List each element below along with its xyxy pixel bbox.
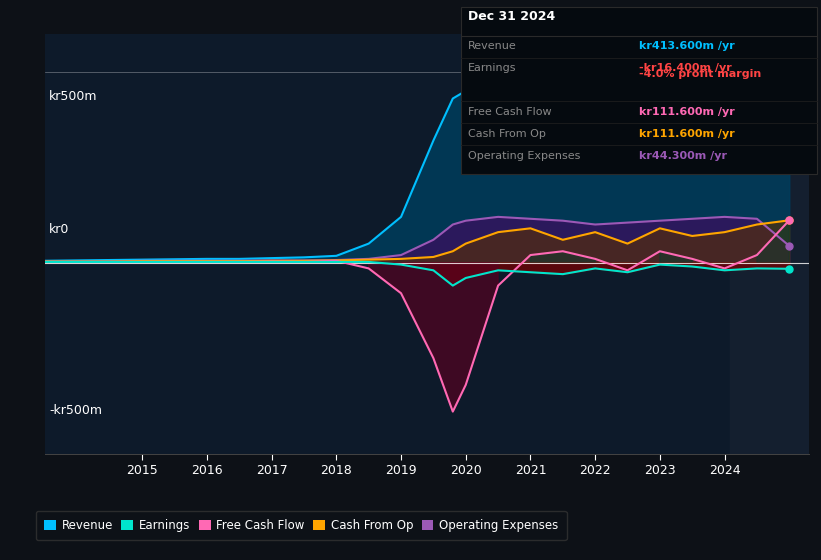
Text: kr413.600m /yr: kr413.600m /yr	[640, 41, 735, 52]
Text: kr500m: kr500m	[49, 90, 98, 103]
Text: Revenue: Revenue	[468, 41, 516, 52]
Text: kr111.600m /yr: kr111.600m /yr	[640, 107, 735, 117]
Text: kr0: kr0	[49, 223, 69, 236]
Text: Earnings: Earnings	[468, 63, 516, 73]
Legend: Revenue, Earnings, Free Cash Flow, Cash From Op, Operating Expenses: Revenue, Earnings, Free Cash Flow, Cash …	[36, 511, 566, 540]
Text: Dec 31 2024: Dec 31 2024	[468, 10, 555, 22]
Text: -kr500m: -kr500m	[49, 404, 102, 417]
Text: -kr16.400m /yr: -kr16.400m /yr	[640, 63, 732, 73]
Text: kr111.600m /yr: kr111.600m /yr	[640, 129, 735, 139]
Text: Free Cash Flow: Free Cash Flow	[468, 107, 552, 117]
Text: -4.0% profit margin: -4.0% profit margin	[640, 69, 761, 79]
Text: kr44.300m /yr: kr44.300m /yr	[640, 151, 727, 161]
Text: Cash From Op: Cash From Op	[468, 129, 546, 139]
Bar	[730, 34, 809, 454]
Text: Operating Expenses: Operating Expenses	[468, 151, 580, 161]
